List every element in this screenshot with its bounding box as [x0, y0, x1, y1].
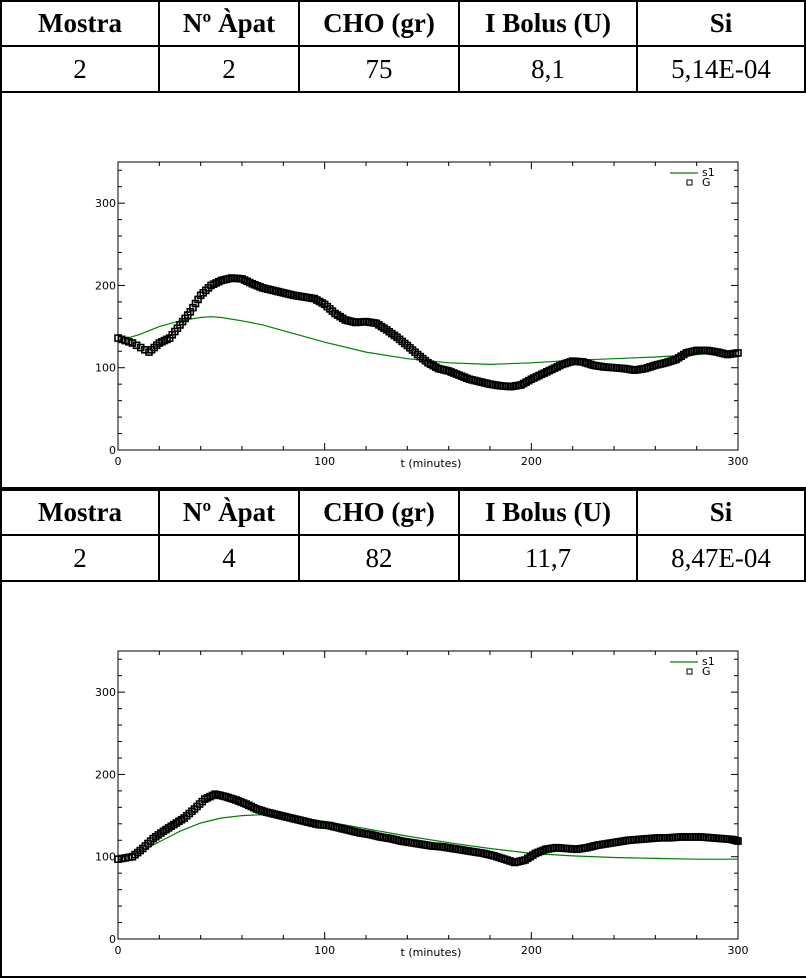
section-2: Mostra Nº Àpat CHO (gr) I Bolus (U) Si 2…	[0, 489, 806, 978]
series-s1-line	[117, 316, 739, 366]
cell-si: 8,47E-04	[636, 534, 806, 582]
y-tick-label: 300	[95, 686, 116, 699]
y-tick-label: 100	[95, 362, 116, 375]
series-G-point	[734, 349, 742, 357]
x-tick-label: 200	[521, 455, 542, 468]
header-si: Si	[636, 489, 806, 536]
header-bolus: I Bolus (U)	[458, 0, 638, 47]
header-apat: Nº Àpat	[158, 0, 300, 47]
plot-frame	[117, 161, 739, 451]
glucose-chart-2: t (minutes) 0 100 200 300 0 100 200 300 s1 G	[0, 579, 806, 978]
table-row: 2 4 82 11,7 8,47E-04	[0, 534, 806, 582]
legend-G-label: G	[702, 176, 711, 189]
info-table-1: Mostra Nº Àpat CHO (gr) I Bolus (U) Si 2…	[0, 0, 806, 93]
header-cho: CHO (gr)	[298, 0, 460, 47]
y-tick-label: 300	[95, 197, 116, 210]
cell-cho: 75	[298, 45, 460, 93]
series-G-point	[734, 837, 742, 845]
table-header-row: Mostra Nº Àpat CHO (gr) I Bolus (U) Si	[0, 489, 806, 536]
cell-si: 5,14E-04	[636, 45, 806, 93]
x-tick-label: 100	[314, 455, 335, 468]
cell-apat: 2	[158, 45, 300, 93]
info-table-2: Mostra Nº Àpat CHO (gr) I Bolus (U) Si 2…	[0, 489, 806, 582]
cell-mostra: 2	[0, 45, 160, 93]
x-tick-label: 300	[728, 455, 749, 468]
header-apat: Nº Àpat	[158, 489, 300, 536]
x-tick-label: 200	[521, 944, 542, 957]
x-axis-title: t (minutes)	[401, 457, 462, 470]
header-bolus: I Bolus (U)	[458, 489, 638, 536]
y-tick-label: 0	[109, 933, 116, 946]
table-header-row: Mostra Nº Àpat CHO (gr) I Bolus (U) Si	[0, 0, 806, 47]
header-cho: CHO (gr)	[298, 489, 460, 536]
header-mostra: Mostra	[0, 489, 160, 536]
cell-apat: 4	[158, 534, 300, 582]
header-si: Si	[636, 0, 806, 47]
x-tick-label: 100	[314, 944, 335, 957]
x-tick-label: 0	[115, 455, 122, 468]
legend-G-swatch	[686, 668, 693, 675]
y-tick-label: 100	[95, 851, 116, 864]
cell-cho: 82	[298, 534, 460, 582]
cell-bolus: 11,7	[458, 534, 638, 582]
legend-G-label: G	[702, 665, 711, 678]
plot-frame	[117, 650, 739, 940]
chart-svg-2: t (minutes) 0 100 200 300 0 100 200 300 s1G	[95, 650, 749, 959]
legend-s1-label: s1	[702, 655, 715, 668]
y-tick-label: 200	[95, 279, 116, 292]
cell-bolus: 8,1	[458, 45, 638, 93]
chart-svg-1: t (minutes) 0 100 200 300 0 100 200 300 s1G	[95, 161, 749, 470]
glucose-chart-1: t (minutes) 0 100 200 300 0 100 200 300 s1 G	[0, 90, 806, 489]
legend-G-swatch	[686, 179, 693, 186]
y-tick-label: 200	[95, 768, 116, 781]
cell-mostra: 2	[0, 534, 160, 582]
x-tick-label: 0	[115, 944, 122, 957]
x-tick-label: 300	[728, 944, 749, 957]
table-row: 2 2 75 8,1 5,14E-04	[0, 45, 806, 93]
x-axis-title: t (minutes)	[401, 946, 462, 959]
section-1: Mostra Nº Àpat CHO (gr) I Bolus (U) Si 2…	[0, 0, 806, 489]
legend-s1-label: s1	[702, 166, 715, 179]
y-tick-label: 0	[109, 444, 116, 457]
header-mostra: Mostra	[0, 0, 160, 47]
